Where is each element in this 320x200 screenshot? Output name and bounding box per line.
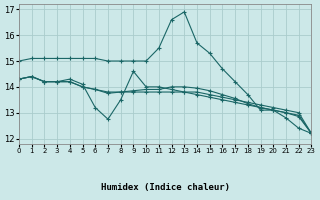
X-axis label: Humidex (Indice chaleur): Humidex (Indice chaleur) xyxy=(101,183,230,192)
